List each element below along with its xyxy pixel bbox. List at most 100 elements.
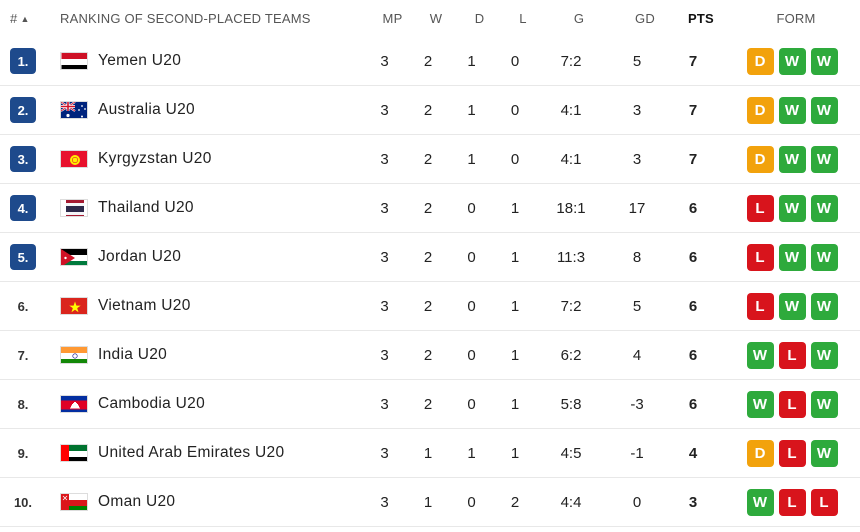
jordan-flag-icon [60,248,88,266]
losses: 0 [510,52,520,70]
form-result-win[interactable]: W [810,390,838,418]
points: 4 [688,444,698,462]
oman-flag-icon [60,493,88,511]
matches-played: 3 [380,395,389,413]
form-result-draw[interactable]: D [746,96,774,124]
team-cell[interactable]: Thailand U20 [52,199,362,217]
team-name[interactable]: Oman U20 [98,493,176,510]
form-result-loss[interactable]: L [746,292,774,320]
form-result-win[interactable]: W [778,47,806,75]
draws: 1 [467,444,476,462]
draws: 0 [467,199,476,217]
vietnam-flag-icon [60,297,88,315]
wins: 2 [423,395,433,413]
team-name[interactable]: United Arab Emirates U20 [98,444,285,461]
pts-column-header[interactable]: PTS [688,11,714,26]
matches-played: 3 [380,101,389,119]
team-cell[interactable]: Vietnam U20 [52,297,362,315]
team-cell[interactable]: Oman U20 [52,493,362,511]
team-cell[interactable]: Kyrgyzstan U20 [52,150,362,168]
team-name[interactable]: Jordan U20 [98,248,182,265]
sort-asc-icon: ▲ [20,13,30,24]
goal-difference: 4 [632,346,642,364]
wins: 1 [423,444,433,462]
team-name[interactable]: India U20 [98,346,168,363]
rank-cell: 3. [0,146,52,172]
team-name[interactable]: Yemen U20 [98,52,182,69]
l-column-header[interactable]: L [519,11,527,26]
team-cell[interactable]: Jordan U20 [52,248,362,266]
w-column-header[interactable]: W [429,11,443,26]
form-result-loss[interactable]: L [810,488,838,516]
team-cell[interactable]: Cambodia U20 [52,395,362,413]
form-result-win[interactable]: W [778,145,806,173]
team-cell[interactable]: India U20 [52,346,362,364]
form-result-win[interactable]: W [746,390,774,418]
mp-column-header[interactable]: MP [382,11,403,26]
losses: 0 [510,150,520,168]
form-result-win[interactable]: W [778,292,806,320]
team-name[interactable]: Kyrgyzstan U20 [98,150,212,167]
rank-cell: 4. [0,195,52,221]
rank-cell: 5. [0,244,52,270]
table-row[interactable]: 9. United Arab Emirates U20 3 1 1 1 4:5 … [0,429,860,478]
form-result-win[interactable]: W [810,439,838,467]
form-result-win[interactable]: W [810,243,838,271]
form-result-win[interactable]: W [810,47,838,75]
losses: 1 [510,248,520,266]
form-result-win[interactable]: W [778,243,806,271]
form-result-win[interactable]: W [810,96,838,124]
wins: 2 [423,248,433,266]
team-cell[interactable]: Yemen U20 [52,52,362,70]
draws: 1 [467,101,476,119]
form-result-draw[interactable]: D [746,439,774,467]
team-name[interactable]: Australia U20 [98,101,195,118]
rank-header-label: # [10,11,18,26]
form-result-draw[interactable]: D [746,47,774,75]
rank-cell: 9. [0,440,52,466]
form-result-win[interactable]: W [810,341,838,369]
team-name[interactable]: Cambodia U20 [98,395,205,412]
form-result-win[interactable]: W [746,488,774,516]
form-result-win[interactable]: W [778,194,806,222]
form-result-loss[interactable]: L [778,390,806,418]
form-result-loss[interactable]: L [778,341,806,369]
form-result-win[interactable]: W [778,96,806,124]
form-result-draw[interactable]: D [746,145,774,173]
wins: 2 [423,150,433,168]
rank-badge: 2. [10,97,36,123]
team-cell[interactable]: Australia U20 [52,101,362,119]
team-name[interactable]: Vietnam U20 [98,297,191,314]
gd-column-header[interactable]: GD [635,11,655,26]
points: 7 [688,101,698,119]
d-column-header[interactable]: D [474,11,485,26]
team-cell[interactable]: United Arab Emirates U20 [52,444,362,462]
form-result-loss[interactable]: L [778,488,806,516]
team-name[interactable]: Thailand U20 [98,199,194,216]
rank-badge: 5. [10,244,36,270]
wins: 2 [423,297,433,315]
form-result-win[interactable]: W [746,341,774,369]
form-result-win[interactable]: W [810,292,838,320]
losses: 1 [510,395,520,413]
matches-played: 3 [380,297,389,315]
form-result-loss[interactable]: L [778,439,806,467]
form-result-win[interactable]: W [810,145,838,173]
g-column-header[interactable]: G [573,11,585,26]
form-result-loss[interactable]: L [746,194,774,222]
rank-column-header[interactable]: # ▲ [0,11,52,26]
form-result-loss[interactable]: L [746,243,774,271]
goal-difference: 5 [632,297,642,315]
form-result-win[interactable]: W [810,194,838,222]
